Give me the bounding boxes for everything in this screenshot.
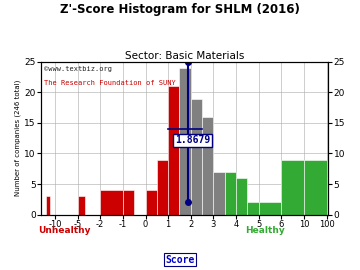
Y-axis label: Number of companies (246 total): Number of companies (246 total) <box>15 80 22 196</box>
Bar <box>327 178 328 215</box>
Title: Sector: Basic Materials: Sector: Basic Materials <box>125 51 244 61</box>
Bar <box>157 160 168 215</box>
Bar <box>100 190 123 215</box>
Bar <box>145 190 157 215</box>
Bar <box>123 190 134 215</box>
Bar <box>304 160 327 215</box>
Bar <box>282 160 304 215</box>
Text: 1.8679: 1.8679 <box>175 135 210 145</box>
Text: Score: Score <box>165 255 195 265</box>
Text: Healthy: Healthy <box>245 226 285 235</box>
Text: Unhealthy: Unhealthy <box>38 226 90 235</box>
Bar <box>180 68 191 215</box>
Bar <box>77 196 85 215</box>
Text: Z'-Score Histogram for SHLM (2016): Z'-Score Histogram for SHLM (2016) <box>60 3 300 16</box>
Bar <box>247 202 259 215</box>
Bar <box>225 172 236 215</box>
Text: ©www.textbiz.org: ©www.textbiz.org <box>44 66 112 72</box>
Text: The Research Foundation of SUNY: The Research Foundation of SUNY <box>44 80 176 86</box>
Bar <box>168 86 180 215</box>
Bar <box>202 117 213 215</box>
Bar <box>213 172 225 215</box>
Bar <box>46 196 50 215</box>
Bar <box>236 178 247 215</box>
Bar <box>191 99 202 215</box>
Bar <box>259 202 282 215</box>
